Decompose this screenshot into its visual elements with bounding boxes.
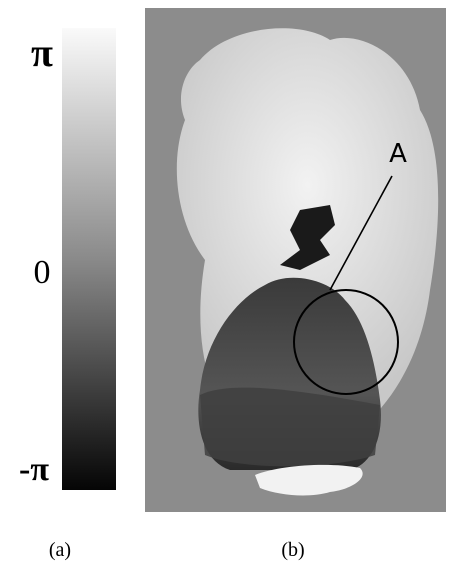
colorbar-label: 0 bbox=[34, 254, 51, 291]
colorbar bbox=[62, 28, 116, 490]
caption: (b) bbox=[281, 539, 304, 561]
colorbar-label: -π bbox=[19, 451, 49, 488]
caption: (a) bbox=[49, 539, 71, 561]
colorbar-label: π bbox=[31, 30, 53, 75]
page: π 0 -π A (a) (b) (() => { const data = J… bbox=[0, 0, 450, 568]
figure: π 0 -π A (a) (b) bbox=[0, 0, 450, 568]
annotation: A bbox=[389, 139, 407, 169]
phase-map bbox=[145, 8, 446, 512]
